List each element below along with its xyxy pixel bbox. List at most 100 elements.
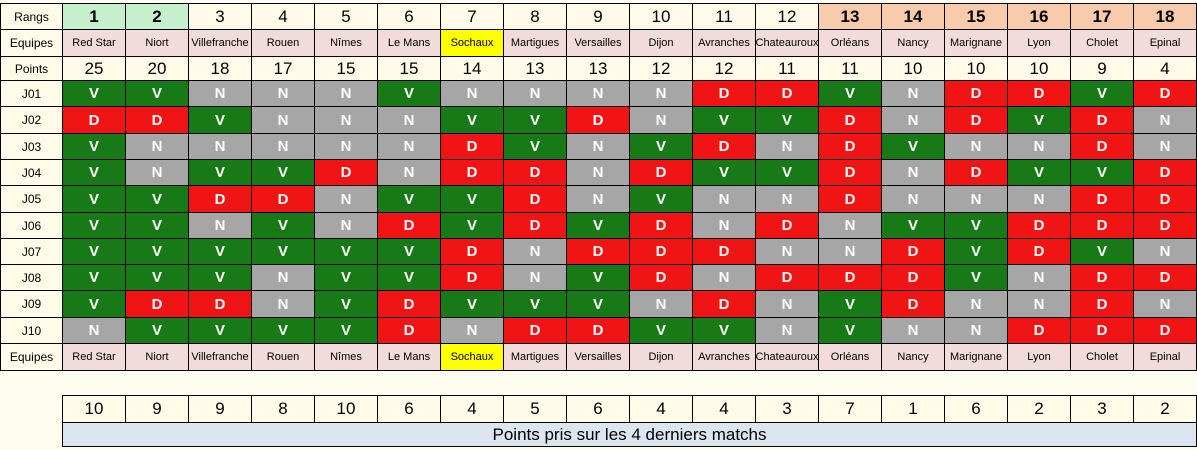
result: V [755,159,819,186]
last4-points: 2 [1007,395,1071,423]
result: D [755,212,819,239]
result: V [125,264,189,291]
result: N [440,317,504,344]
result: N [881,159,945,186]
last4-points: 3 [1070,395,1134,423]
row-label: Rangs [0,3,63,30]
team-name: Martigues [503,343,567,371]
result: N [944,185,1008,213]
result: D [1133,80,1197,107]
rank: 1 [62,3,126,30]
points: 13 [503,56,567,81]
result: V [440,185,504,213]
result: V [62,133,126,160]
result: N [755,317,819,344]
result: V [188,238,252,265]
result: N [566,80,630,107]
result: V [62,290,126,318]
team-name: Lyon [1007,343,1071,371]
result: N [566,159,630,186]
result: N [692,264,756,291]
team-name: Nancy [881,343,945,371]
result: N [692,185,756,213]
result: N [881,80,945,107]
result: V [440,290,504,318]
result: D [566,238,630,265]
result: N [503,264,567,291]
result: D [62,106,126,134]
team-name: Nancy [881,29,945,57]
team-name: Marignane [944,343,1008,371]
result: D [818,133,882,160]
row-label: J08 [0,264,63,291]
points: 4 [1133,56,1197,81]
result: N [755,133,819,160]
row-label: J05 [0,185,63,213]
result: N [314,106,378,134]
last4-points: 7 [818,395,882,423]
row-label: J10 [0,317,63,344]
result: D [1070,290,1134,318]
points: 15 [314,56,378,81]
team-name: Nîmes [314,343,378,371]
last4-points: 1 [881,395,945,423]
result: V [881,212,945,239]
result: V [881,133,945,160]
last4-points: 2 [1133,395,1197,423]
team-name: Chateauroux [755,29,819,57]
rank: 17 [1070,3,1134,30]
result: V [818,290,882,318]
result: V [377,80,441,107]
rank: 2 [125,3,189,30]
result: N [1133,290,1197,318]
row-label: J01 [0,80,63,107]
last4-points: 5 [503,395,567,423]
result: V [188,264,252,291]
result: D [125,106,189,134]
result: N [818,238,882,265]
result: D [881,264,945,291]
result: D [1133,159,1197,186]
result: V [125,238,189,265]
result: D [1070,317,1134,344]
result: N [755,238,819,265]
team-name: Villefranche [188,29,252,57]
result: N [251,106,315,134]
last4-points: 10 [62,395,126,423]
result: D [944,159,1008,186]
result: D [944,80,1008,107]
result: N [944,317,1008,344]
result: V [314,317,378,344]
result: N [314,185,378,213]
result: D [377,317,441,344]
last4-points: 6 [566,395,630,423]
result: V [125,212,189,239]
result: D [1070,212,1134,239]
rank: 4 [251,3,315,30]
row-label: J07 [0,238,63,265]
result: D [818,159,882,186]
row-label: J02 [0,106,63,134]
result: N [1133,106,1197,134]
last4-points: 8 [251,395,315,423]
last4-points: 9 [188,395,252,423]
result: D [1133,212,1197,239]
result: D [692,133,756,160]
result: V [503,133,567,160]
points: 13 [566,56,630,81]
team-name: Rouen [251,343,315,371]
result: N [188,212,252,239]
rank: 12 [755,3,819,30]
result: V [629,185,693,213]
result: N [251,133,315,160]
result: D [629,212,693,239]
rank: 8 [503,3,567,30]
result: N [377,106,441,134]
result: V [692,159,756,186]
result: V [62,159,126,186]
result: D [629,264,693,291]
result: V [566,290,630,318]
team-name: Red Star [62,343,126,371]
result: V [566,212,630,239]
